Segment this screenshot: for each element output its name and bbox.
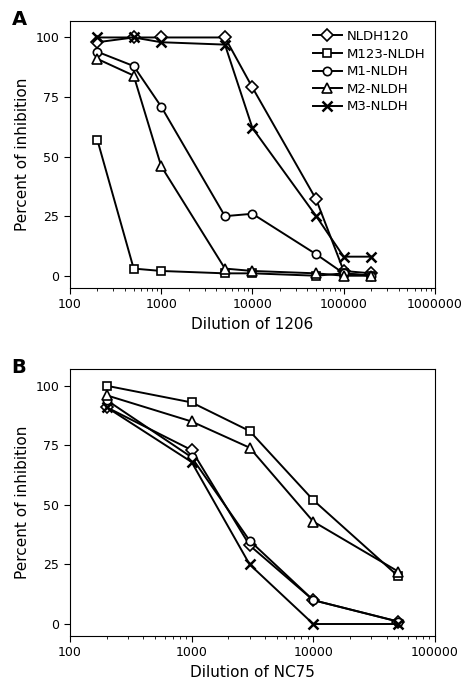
M123-NLDH [222, 269, 228, 278]
NLDH120 [368, 269, 374, 278]
M1-NLDH [158, 102, 164, 111]
Line: M2-NLDH: M2-NLDH [101, 390, 403, 576]
M1-NLDH [94, 48, 100, 56]
M1-NLDH [222, 212, 228, 220]
NLDH120 [310, 596, 316, 605]
M1-NLDH [341, 269, 346, 278]
NLDH120 [395, 618, 401, 626]
NLDH120 [341, 267, 346, 275]
Text: B: B [11, 359, 26, 377]
NLDH120 [247, 541, 253, 549]
NLDH120 [104, 403, 109, 411]
NLDH120 [94, 38, 100, 46]
M123-NLDH [247, 427, 253, 435]
Line: NLDH120: NLDH120 [102, 403, 402, 626]
M2-NLDH [250, 267, 255, 275]
M3-NLDH [94, 33, 100, 41]
M123-NLDH [131, 265, 137, 273]
M2-NLDH [94, 55, 100, 63]
M123-NLDH [189, 398, 194, 406]
Line: M123-NLDH: M123-NLDH [93, 135, 375, 280]
Legend: NLDH120, M123-NLDH, M1-NLDH, M2-NLDH, M3-NLDH: NLDH120, M123-NLDH, M1-NLDH, M2-NLDH, M3… [310, 28, 428, 116]
M2-NLDH [222, 265, 228, 273]
X-axis label: Dilution of 1206: Dilution of 1206 [191, 316, 313, 332]
M3-NLDH [313, 212, 319, 220]
M2-NLDH [395, 567, 401, 576]
M3-NLDH [131, 33, 137, 41]
M1-NLDH [310, 596, 316, 605]
M2-NLDH [247, 444, 253, 452]
M123-NLDH [250, 269, 255, 278]
M2-NLDH [158, 162, 164, 170]
M1-NLDH [250, 209, 255, 218]
M3-NLDH [250, 124, 255, 132]
M123-NLDH [158, 267, 164, 275]
M123-NLDH [310, 496, 316, 504]
M123-NLDH [341, 269, 346, 278]
Y-axis label: Percent of inhibition: Percent of inhibition [15, 426, 30, 579]
M3-NLDH [310, 620, 316, 628]
M3-NLDH [189, 458, 194, 466]
M2-NLDH [368, 272, 374, 280]
Y-axis label: Percent of inhibition: Percent of inhibition [15, 77, 30, 231]
M1-NLDH [189, 453, 194, 462]
NLDH120 [189, 446, 194, 454]
NLDH120 [313, 196, 319, 204]
X-axis label: Dilution of NC75: Dilution of NC75 [190, 665, 315, 680]
NLDH120 [131, 33, 137, 41]
M2-NLDH [310, 518, 316, 526]
Line: M1-NLDH: M1-NLDH [93, 48, 375, 280]
M3-NLDH [247, 560, 253, 569]
M3-NLDH [341, 252, 346, 261]
M123-NLDH [368, 272, 374, 280]
Line: NLDH120: NLDH120 [93, 33, 375, 278]
M2-NLDH [131, 71, 137, 79]
Line: M2-NLDH: M2-NLDH [92, 54, 376, 281]
M123-NLDH [313, 272, 319, 280]
M1-NLDH [104, 396, 109, 404]
Line: M3-NLDH: M3-NLDH [101, 402, 403, 629]
NLDH120 [158, 33, 164, 41]
M123-NLDH [104, 381, 109, 390]
M1-NLDH [395, 618, 401, 626]
M2-NLDH [189, 417, 194, 426]
Line: M3-NLDH: M3-NLDH [92, 32, 376, 261]
M3-NLDH [158, 38, 164, 46]
NLDH120 [222, 33, 228, 41]
M3-NLDH [222, 41, 228, 49]
M3-NLDH [104, 403, 109, 411]
M1-NLDH [247, 536, 253, 545]
M2-NLDH [104, 391, 109, 399]
M1-NLDH [368, 272, 374, 280]
M1-NLDH [313, 250, 319, 258]
M3-NLDH [395, 620, 401, 628]
Line: M123-NLDH: M123-NLDH [102, 381, 402, 580]
M3-NLDH [368, 252, 374, 261]
Text: A: A [11, 10, 27, 29]
M123-NLDH [395, 572, 401, 580]
Line: M1-NLDH: M1-NLDH [102, 396, 402, 626]
NLDH120 [250, 84, 255, 92]
M123-NLDH [94, 135, 100, 144]
M2-NLDH [341, 272, 346, 280]
M1-NLDH [131, 62, 137, 70]
M2-NLDH [313, 269, 319, 278]
